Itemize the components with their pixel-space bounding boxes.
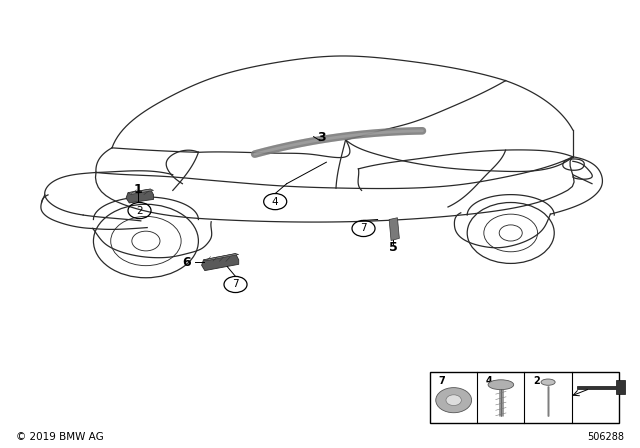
Text: 1: 1 [133, 182, 142, 196]
Text: 2: 2 [533, 376, 540, 386]
Polygon shape [204, 254, 239, 261]
Bar [430, 372, 619, 423]
Text: 7: 7 [232, 280, 239, 289]
Text: © 2019 BMW AG: © 2019 BMW AG [16, 432, 104, 442]
Text: 5: 5 [388, 241, 397, 254]
Polygon shape [128, 189, 154, 194]
Polygon shape [126, 189, 154, 203]
Circle shape [446, 395, 461, 405]
Text: 2: 2 [136, 206, 143, 215]
Text: 7: 7 [438, 376, 445, 386]
Ellipse shape [488, 380, 514, 390]
Text: 7: 7 [360, 224, 367, 233]
Text: 6: 6 [182, 255, 191, 269]
Polygon shape [202, 254, 239, 271]
Text: 4: 4 [272, 197, 278, 207]
Text: 506288: 506288 [587, 432, 624, 442]
Polygon shape [389, 218, 399, 241]
Text: 3: 3 [317, 130, 326, 144]
Ellipse shape [541, 379, 555, 385]
Text: 4: 4 [486, 376, 493, 386]
Circle shape [436, 388, 472, 413]
Polygon shape [577, 380, 625, 394]
